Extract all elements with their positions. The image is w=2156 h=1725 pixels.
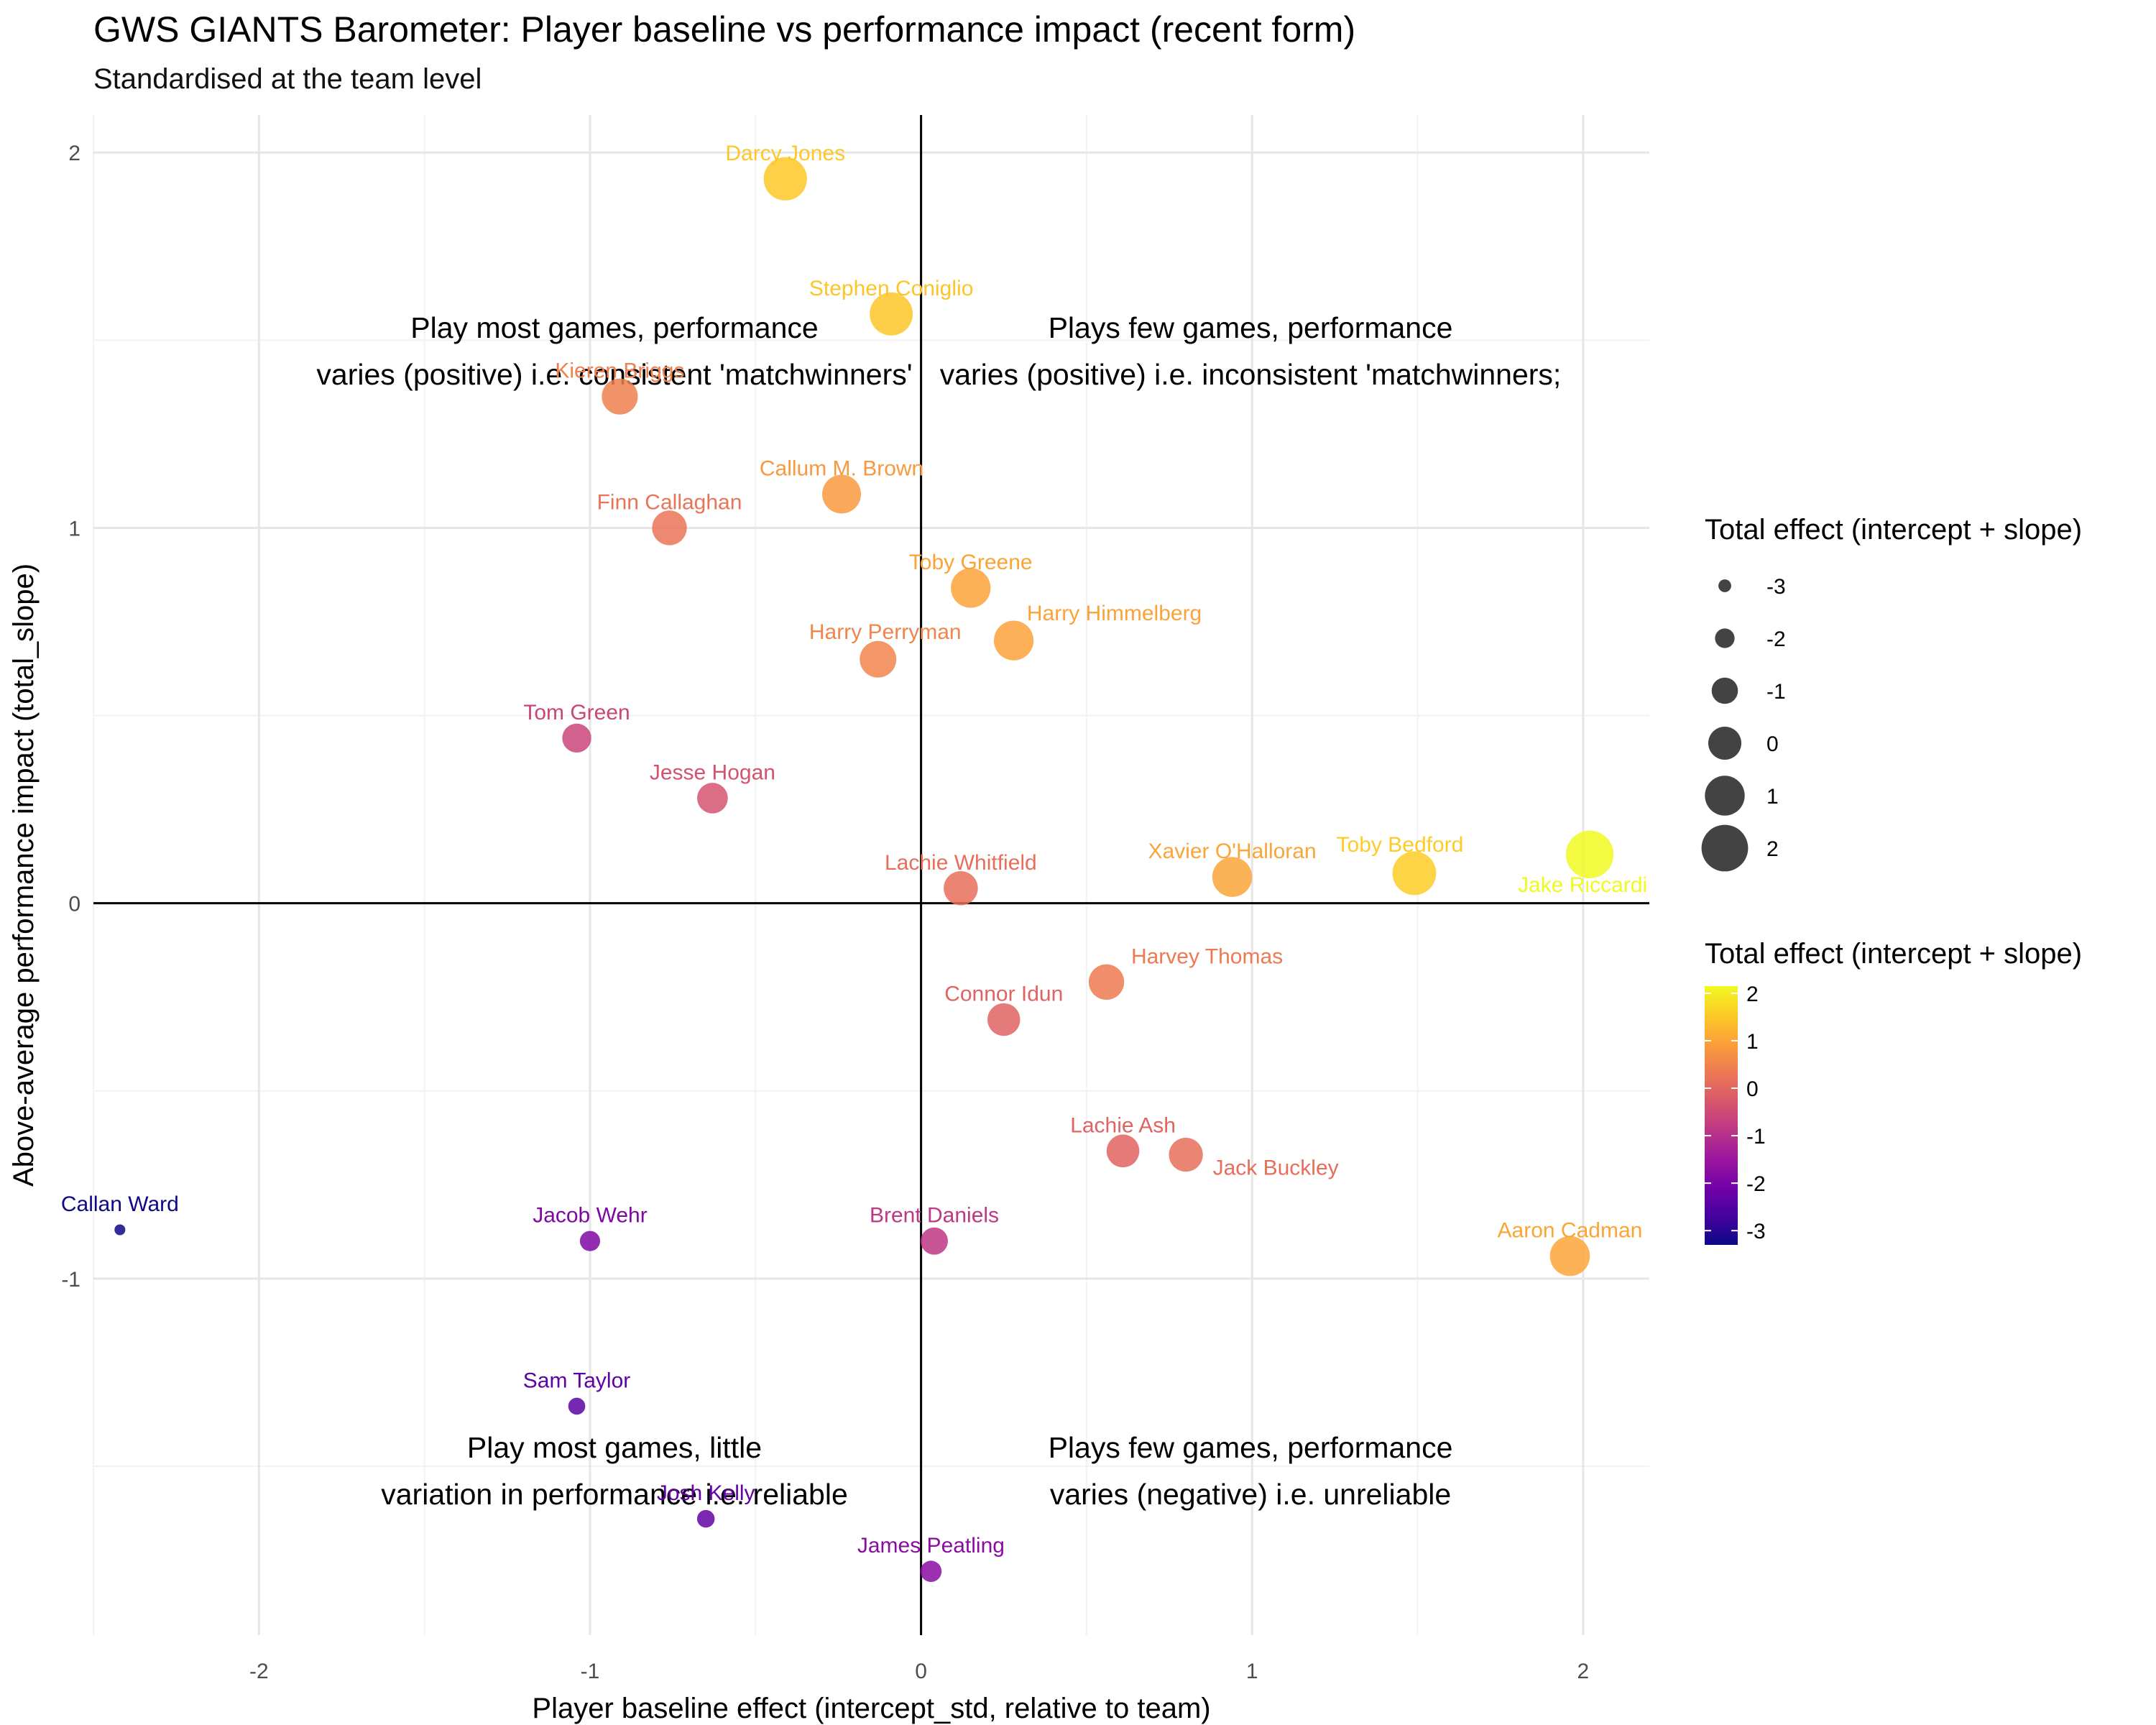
data-point — [920, 1560, 942, 1583]
color-legend-label: -2 — [1746, 1172, 1766, 1196]
point-label: Lachie Whitfield — [885, 851, 1037, 875]
data-point — [944, 871, 978, 906]
color-legend-label: -3 — [1746, 1220, 1766, 1243]
size-legend-key — [1711, 677, 1738, 704]
x-tick-label: 1 — [1246, 1660, 1258, 1683]
data-point — [763, 157, 807, 201]
point-label: Tom Green — [523, 701, 630, 724]
point-label: Toby Greene — [909, 551, 1033, 574]
data-point — [1212, 857, 1253, 897]
point-label: Kieren Briggs — [555, 359, 684, 383]
data-point — [993, 620, 1034, 661]
size-legend-label: 0 — [1766, 732, 1779, 756]
quadrant-label-line1: Plays few games, performance — [1049, 311, 1453, 344]
point-label: Jack Buckley — [1213, 1156, 1339, 1180]
chart-title: GWS GIANTS Barometer: Player baseline vs… — [93, 9, 1356, 50]
y-tick-label: 2 — [68, 142, 80, 165]
y-tick-label: 0 — [68, 893, 80, 916]
point-label: Brent Daniels — [870, 1204, 999, 1228]
quadrant-label-line1: Plays few games, performance — [1049, 1431, 1453, 1464]
data-point — [921, 1227, 948, 1255]
data-point — [1549, 1236, 1590, 1276]
data-point — [987, 1003, 1021, 1036]
size-legend-key — [1705, 776, 1745, 816]
point-labels: Darcy Jones Stephen Coniglio Kieren Briggs… — [61, 142, 1647, 1558]
color-legend-label: -1 — [1746, 1125, 1766, 1149]
data-point — [696, 1509, 715, 1528]
point-label: Harry Himmelberg — [1027, 602, 1202, 625]
data-point — [1106, 1134, 1140, 1168]
data-point — [1392, 851, 1437, 896]
color-legend-label: 1 — [1746, 1030, 1759, 1054]
x-axis-title: Player baseline effect (intercept_std, r… — [532, 1693, 1210, 1724]
color-legend-bar — [1705, 986, 1738, 1245]
y-axis-title: Above-average performance impact (total_… — [8, 564, 40, 1187]
data-point — [579, 1230, 601, 1251]
data-point — [951, 568, 991, 608]
quadrant-label-line1: Play most games, performance — [410, 311, 818, 344]
quadrant-label-line2: varies (positive) i.e. inconsistent 'mat… — [940, 358, 1562, 391]
point-label: Jacob Wehr — [533, 1204, 648, 1228]
point-label: Callan Ward — [61, 1192, 179, 1216]
data-point — [568, 1397, 586, 1415]
quadrant-label-line2: variation in performance i.e. reliable — [381, 1478, 848, 1511]
size-legend-key — [1708, 726, 1742, 760]
point-label: Finn Callaghan — [597, 490, 742, 514]
axes: -2 -1 0 1 2 -1 0 1 2 Player baseline effect (inte… — [8, 142, 1589, 1724]
point-label: Stephen Coniglio — [809, 277, 974, 300]
point-label: Sam Taylor — [523, 1368, 631, 1392]
data-point — [562, 723, 591, 753]
color-legend-label: 2 — [1746, 983, 1759, 1006]
data-point — [1169, 1137, 1203, 1172]
data-point — [602, 378, 638, 415]
y-tick-label: 1 — [68, 517, 80, 540]
point-label: Jake Riccardi — [1518, 873, 1647, 897]
data-point — [697, 783, 728, 814]
point-label: Harvey Thomas — [1131, 944, 1283, 968]
point-label: Xavier O'Halloran — [1148, 840, 1317, 863]
point-label: Connor Idun — [944, 983, 1063, 1006]
point-label: Lachie Ash — [1070, 1113, 1176, 1137]
quadrant-labels: Play most games, performance varies (posi… — [316, 311, 1561, 1511]
size-legend-label: 2 — [1766, 837, 1779, 861]
chart-subtitle: Standardised at the team level — [93, 63, 482, 95]
legends: Total effect (intercept + slope) -3 -2 -1 0 1… — [1701, 514, 2082, 1245]
data-point — [1565, 830, 1614, 878]
quadrant-label-line2: varies (negative) i.e. unreliable — [1050, 1478, 1451, 1511]
size-legend-label: -3 — [1766, 575, 1786, 599]
quadrant-label-line1: Play most games, little — [467, 1431, 762, 1464]
size-legend-key — [1718, 579, 1731, 592]
data-point — [860, 640, 897, 678]
x-tick-label: 2 — [1577, 1660, 1590, 1683]
size-legend-key — [1715, 628, 1735, 648]
point-label: Josh Kelly — [657, 1481, 755, 1505]
size-legend-key — [1701, 824, 1749, 872]
color-legend-label: 0 — [1746, 1077, 1759, 1101]
point-label: Toby Bedford — [1337, 833, 1464, 857]
point-label: Harry Perryman — [809, 620, 962, 644]
color-legend-title: Total effect (intercept + slope) — [1705, 938, 2082, 970]
data-point — [652, 510, 687, 546]
reference-lines — [93, 115, 1649, 1635]
point-label: Darcy Jones — [725, 142, 845, 165]
data-points — [114, 157, 1614, 1583]
size-legend-label: 1 — [1766, 785, 1779, 809]
data-point — [870, 292, 913, 336]
data-point — [822, 474, 862, 514]
size-legend-label: -1 — [1766, 680, 1786, 704]
point-label: Callum M. Brown — [760, 456, 923, 480]
data-point — [1088, 964, 1125, 1000]
size-legend-title: Total effect (intercept + slope) — [1705, 514, 2082, 546]
data-point — [114, 1224, 126, 1236]
x-tick-label: -2 — [249, 1660, 269, 1683]
size-legend-label: -2 — [1766, 627, 1786, 651]
point-label: Jesse Hogan — [650, 760, 775, 784]
point-label: James Peatling — [857, 1534, 1005, 1558]
x-tick-label: 0 — [915, 1660, 927, 1683]
point-label: Aaron Cadman — [1498, 1219, 1643, 1243]
x-tick-label: -1 — [581, 1660, 600, 1683]
y-tick-label: -1 — [61, 1268, 80, 1292]
